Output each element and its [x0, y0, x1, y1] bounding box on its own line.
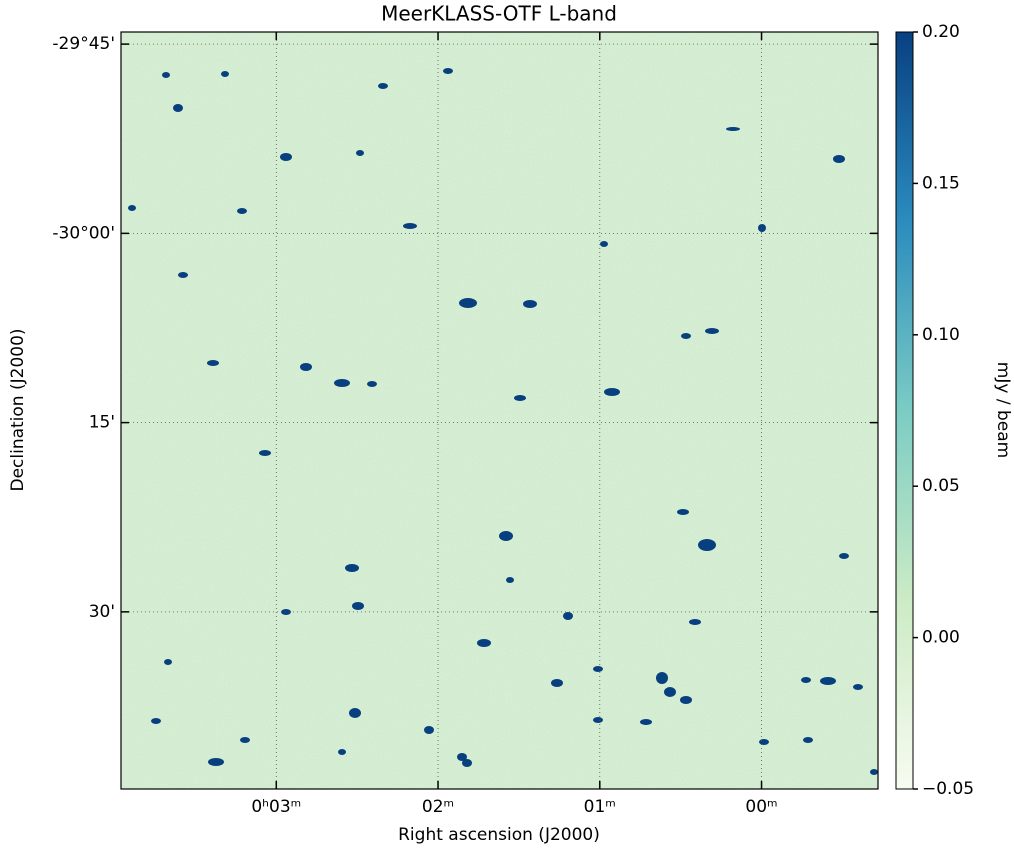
radio-source	[664, 687, 676, 697]
radio-source	[259, 450, 271, 456]
radio-source	[681, 333, 691, 339]
radio-source	[523, 300, 537, 308]
colorbar	[895, 31, 914, 790]
colorbar-tick-label: 0.20	[922, 22, 960, 42]
radio-source	[403, 223, 417, 229]
radio-source	[208, 758, 224, 766]
radio-source	[221, 71, 229, 77]
sources	[128, 68, 878, 775]
radio-source	[162, 72, 170, 78]
radio-source	[656, 672, 668, 684]
x-tick-label: 0ʰ03ᵐ	[251, 797, 301, 817]
radio-source	[378, 83, 388, 89]
radio-source	[803, 737, 813, 743]
radio-source	[551, 679, 563, 687]
radio-source	[593, 666, 603, 672]
x-tick-label: 00ᵐ	[745, 797, 777, 817]
radio-source	[640, 719, 652, 725]
radio-source	[237, 208, 247, 214]
radio-source	[758, 224, 766, 232]
y-tick-label: 15'	[89, 413, 115, 433]
x-tick-label: 01ᵐ	[584, 797, 616, 817]
radio-source	[698, 539, 716, 551]
radio-source	[506, 577, 514, 583]
radio-source	[240, 737, 250, 743]
radio-source	[128, 205, 136, 211]
radio-source	[499, 531, 513, 541]
y-tick-label: -29°45'	[52, 34, 115, 54]
colorbar-tick-label: −0.05	[922, 779, 974, 799]
radio-source	[459, 298, 477, 308]
radio-source	[349, 708, 361, 718]
radio-source	[477, 639, 491, 647]
radio-source	[334, 379, 350, 387]
radio-source	[593, 717, 603, 723]
radio-source	[705, 328, 719, 334]
radio-source	[352, 602, 364, 610]
radio-source	[853, 684, 863, 690]
radio-source	[280, 153, 292, 161]
y-tick-label: 30'	[89, 602, 115, 622]
radio-source	[689, 619, 701, 625]
radio-source	[833, 155, 845, 163]
radio-source	[367, 381, 377, 387]
sky-image	[121, 32, 878, 789]
radio-source	[457, 753, 467, 761]
y-tick-label: -30°00'	[52, 223, 115, 243]
radio-source	[424, 726, 434, 734]
radio-source	[164, 659, 172, 665]
radio-source	[870, 769, 878, 775]
radio-source	[839, 553, 849, 559]
radio-source	[345, 564, 359, 572]
radio-source	[563, 612, 573, 620]
radio-source	[207, 360, 219, 366]
colorbar-tick-label: 0.10	[922, 325, 960, 345]
radio-source	[338, 749, 346, 755]
radio-source	[178, 272, 188, 278]
colorbar-tick-label: 0.00	[922, 628, 960, 648]
colorbar-tick-label: 0.05	[922, 476, 960, 496]
colorbar-label: mJy / beam	[993, 362, 1013, 458]
radio-source	[677, 509, 689, 515]
radio-source	[604, 388, 620, 396]
y-axis-label: Declination (J2000)	[8, 328, 28, 491]
radio-source	[726, 127, 740, 131]
radio-source	[820, 677, 836, 685]
radio-source	[173, 104, 183, 112]
colorbar-tick-label: 0.15	[922, 173, 960, 193]
radio-source	[514, 395, 526, 401]
x-tick-label: 02ᵐ	[422, 797, 454, 817]
plot-frame	[120, 31, 879, 790]
radio-source	[680, 696, 692, 704]
radio-source	[801, 677, 811, 683]
radio-source	[600, 241, 608, 247]
x-axis-label: Right ascension (J2000)	[398, 825, 600, 845]
image-noise	[121, 32, 878, 789]
radio-source	[462, 759, 472, 767]
radio-source	[300, 363, 312, 371]
radio-source	[759, 739, 769, 745]
radio-source	[356, 150, 364, 156]
chart-title: MeerKLASS-OTF L-band	[381, 2, 617, 26]
radio-source	[443, 68, 453, 74]
radio-source	[151, 718, 161, 724]
